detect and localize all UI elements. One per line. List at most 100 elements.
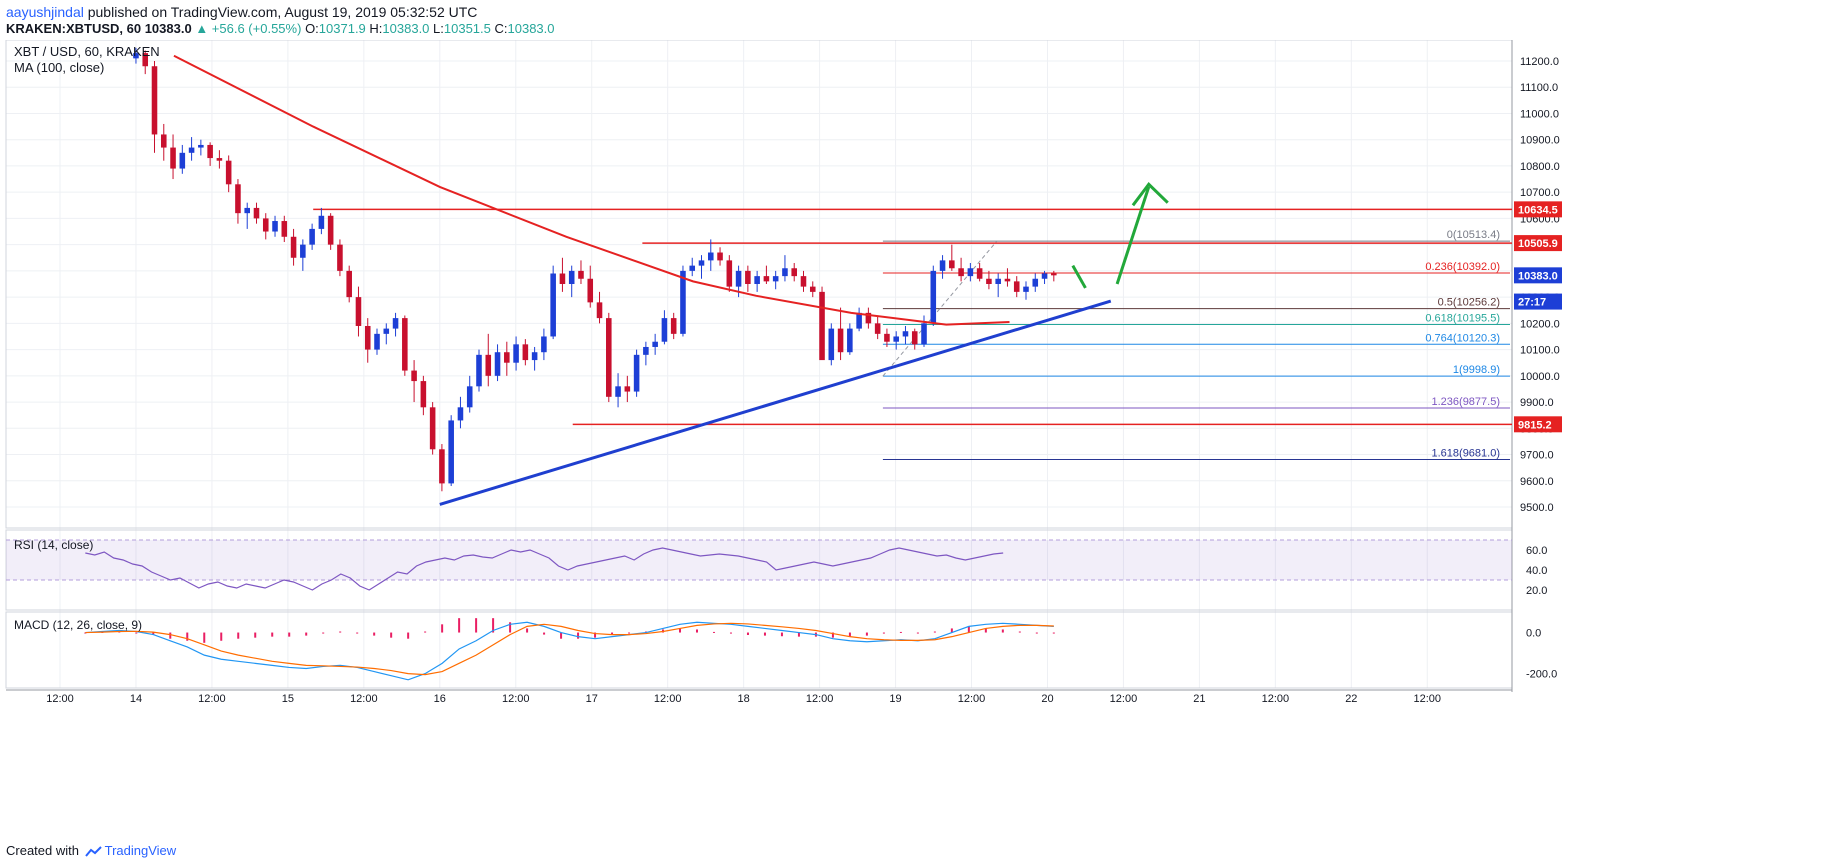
- price-tick-label: 10700.0: [1520, 187, 1560, 199]
- candle-body: [244, 207, 250, 214]
- candle-body: [606, 318, 612, 397]
- candle-body: [392, 318, 399, 329]
- macd-histogram-bar: [916, 632, 919, 634]
- time-tick-label: 18: [738, 693, 750, 705]
- candle-body: [643, 346, 649, 355]
- candle-body: [355, 297, 362, 326]
- macd-histogram-bar: [780, 632, 783, 637]
- candle-body: [763, 276, 770, 282]
- candle-body: [327, 215, 334, 245]
- macd-histogram-bar: [135, 632, 138, 634]
- price-chart[interactable]: 0(10513.4) 0.236(10392.0) 0.5(10256.2) 0.61…: [0, 40, 1828, 840]
- macd-histogram-bar: [746, 632, 749, 636]
- candle-body: [661, 318, 668, 342]
- macd-histogram-bar: [356, 632, 359, 634]
- candle-body: [429, 407, 436, 450]
- macd-histogram-bar: [84, 632, 87, 634]
- up-arrow-head: [1131, 182, 1169, 207]
- macd-histogram-bar: [679, 628, 682, 633]
- candle-body: [707, 252, 714, 261]
- candle-body: [309, 228, 315, 245]
- candle-body: [513, 344, 519, 363]
- macd-histogram-bar: [594, 632, 597, 638]
- macd-histogram-bar: [288, 632, 291, 637]
- price-tick-label: 9900.0: [1520, 397, 1554, 409]
- candle-body: [587, 278, 594, 303]
- macd-histogram-bar: [967, 626, 970, 633]
- author-link[interactable]: aayushjindal: [6, 4, 84, 20]
- fib-level-label: 0.236(10392.0): [1425, 261, 1500, 273]
- up-arrow-shaft: [1115, 186, 1151, 285]
- candle-body: [624, 386, 631, 392]
- candle-body: [847, 328, 853, 353]
- candle-body: [374, 333, 380, 350]
- macd-histogram-bar: [797, 632, 800, 637]
- tradingview-link[interactable]: TradingView: [104, 843, 177, 858]
- candle-body: [262, 218, 269, 232]
- fib-diagonal: [882, 240, 998, 377]
- candle-body: [541, 336, 547, 353]
- projection-arrows: [1071, 182, 1169, 289]
- macd-histogram-bar: [169, 632, 172, 639]
- macd-histogram-bar: [695, 629, 698, 633]
- time-tick-label: 12:00: [654, 693, 682, 705]
- price-label: 10634.5: [1518, 204, 1558, 216]
- macd-histogram-bar: [220, 632, 223, 641]
- candle-body: [726, 260, 733, 287]
- macd-histogram-bar: [254, 632, 257, 638]
- price-label: 10383.0: [1518, 270, 1558, 282]
- candle-body: [346, 270, 352, 298]
- candle-body: [1004, 278, 1011, 282]
- high-label: H:: [369, 21, 383, 36]
- rsi-tick-label: 20.0: [1526, 585, 1547, 597]
- candle-body: [207, 144, 213, 159]
- candle-body: [522, 344, 529, 361]
- candle-body: [151, 66, 158, 135]
- fib-level-label: 0.618(10195.5): [1425, 313, 1500, 325]
- macd-histogram-bar: [611, 632, 614, 635]
- macd-histogram-bar: [560, 632, 563, 639]
- candle-body: [485, 354, 492, 376]
- ma100-line: [173, 54, 1010, 326]
- candle-body: [457, 407, 464, 421]
- fibonacci-retracement: 0(10513.4) 0.236(10392.0) 0.5(10256.2) 0.61…: [882, 229, 1510, 461]
- rsi-tick-label: 60.0: [1526, 545, 1547, 557]
- macd-histogram-bar: [237, 632, 240, 639]
- macd-histogram-bar: [950, 628, 953, 633]
- tradingview-logo-icon: [84, 845, 102, 857]
- candle-body: [986, 278, 992, 284]
- price-label-box: [1514, 416, 1562, 433]
- dip-arrow: [1071, 264, 1087, 289]
- candle-body: [596, 302, 603, 319]
- ma-legend: MA (100, close): [14, 60, 104, 75]
- time-tick-label: 19: [889, 693, 901, 705]
- fib-level-label: 0.764(10120.3): [1425, 332, 1500, 344]
- candle-body: [476, 354, 482, 387]
- time-axis: 1312:001412:001512:001612:001712:001812:…: [46, 693, 1441, 705]
- close-value: 10383.0: [507, 21, 555, 36]
- time-tick-label: 12:00: [958, 693, 986, 705]
- candle-body: [865, 312, 872, 324]
- fib-level-label: 0.5(10256.2): [1438, 297, 1500, 309]
- time-tick-label: 12:00: [806, 693, 834, 705]
- candle-body: [1023, 286, 1029, 292]
- candle-body: [300, 244, 306, 258]
- time-tick-label: 12:00: [1262, 693, 1290, 705]
- close-label: C:: [494, 21, 508, 36]
- candle-body: [633, 354, 640, 392]
- candle-body: [253, 207, 260, 219]
- macd-histogram-bar: [458, 618, 461, 633]
- macd-histogram-bar: [509, 622, 512, 633]
- candle-body: [791, 268, 797, 277]
- candle-body: [364, 325, 371, 350]
- created-with-text: Created with: [6, 843, 79, 858]
- candle-body: [402, 318, 408, 371]
- time-tick-label: 21: [1193, 693, 1205, 705]
- time-tick-label: 12:00: [1110, 693, 1138, 705]
- macd-histogram-bar: [577, 632, 580, 639]
- price-tick-label: 9700.0: [1520, 450, 1554, 462]
- price-tick-label: 11100.0: [1520, 82, 1558, 94]
- open-label: O:: [305, 21, 319, 36]
- footer: Created with TradingView: [6, 843, 176, 858]
- macd-histogram-bar: [407, 632, 410, 639]
